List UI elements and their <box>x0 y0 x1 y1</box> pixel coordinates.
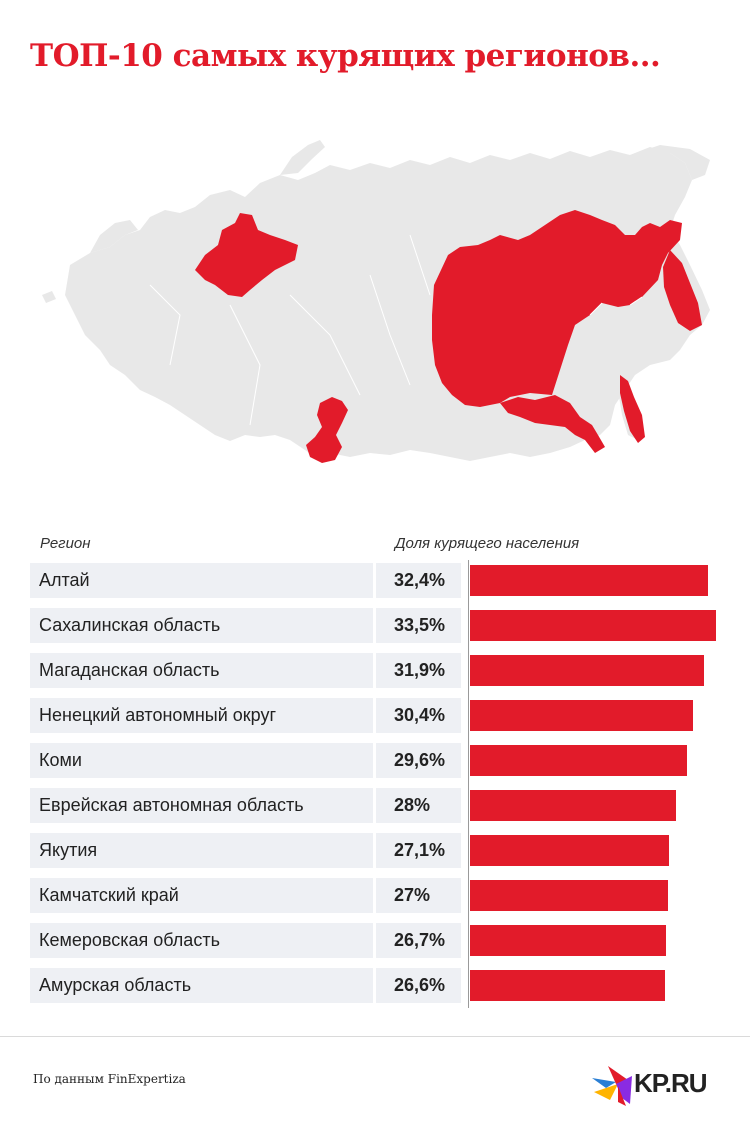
bar <box>470 610 716 641</box>
source-note: По данным FinExpertiza <box>33 1072 186 1086</box>
bar <box>470 925 666 956</box>
region-name: Еврейская автономная область <box>30 788 373 823</box>
bar-track <box>466 788 718 823</box>
kp-bird-icon <box>592 1066 632 1106</box>
share-value: 33,5% <box>376 608 461 643</box>
bar-track <box>466 653 718 688</box>
bar-baseline <box>468 560 469 1008</box>
bar-track <box>466 563 718 598</box>
share-value: 29,6% <box>376 743 461 778</box>
map-region-sakhalin <box>620 375 645 443</box>
region-name: Алтай <box>30 563 373 598</box>
table-row: Магаданская область 31,9% <box>30 648 730 693</box>
kp-logo: KP.RU <box>588 1058 728 1110</box>
share-value: 28% <box>376 788 461 823</box>
region-name: Магаданская область <box>30 653 373 688</box>
bar <box>470 790 676 821</box>
bar <box>470 655 704 686</box>
table-row: Кемеровская область 26,7% <box>30 918 730 963</box>
bar <box>470 700 693 731</box>
table-row: Еврейская автономная область 28% <box>30 783 730 828</box>
table-row: Сахалинская область 33,5% <box>30 603 730 648</box>
bar-track <box>466 878 718 913</box>
region-name: Ненецкий автономный округ <box>30 698 373 733</box>
share-value: 27,1% <box>376 833 461 868</box>
page-title: ТОП-10 самых курящих регионов... <box>30 38 661 74</box>
bar-track <box>466 923 718 958</box>
region-name: Амурская область <box>30 968 373 1003</box>
bar <box>470 835 669 866</box>
table-row: Коми 29,6% <box>30 738 730 783</box>
region-name: Коми <box>30 743 373 778</box>
region-name: Камчатский край <box>30 878 373 913</box>
bar-track <box>466 968 718 1003</box>
map-region-altai-kemerovo <box>306 397 348 463</box>
bar-chart-rows: Алтай 32,4% Сахалинская область 33,5% Магада… <box>30 558 730 1008</box>
column-header-share: Доля курящего населения <box>395 535 580 552</box>
map-base-kola <box>90 220 138 253</box>
bar <box>470 880 668 911</box>
bar-track <box>466 608 718 643</box>
map-base-novaya-zemlya <box>280 140 325 175</box>
bar <box>470 745 687 776</box>
region-name: Кемеровская область <box>30 923 373 958</box>
map-region-yakutia-magadan-kamchatka <box>432 210 682 407</box>
share-value: 26,6% <box>376 968 461 1003</box>
kp-logo-text: KP.RU <box>634 1068 708 1098</box>
map-base-kaliningrad <box>42 291 56 303</box>
share-value: 26,7% <box>376 923 461 958</box>
bar <box>470 565 708 596</box>
table-row: Алтай 32,4% <box>30 558 730 603</box>
share-value: 32,4% <box>376 563 461 598</box>
bar-track <box>466 698 718 733</box>
region-name: Якутия <box>30 833 373 868</box>
footer-divider <box>0 1036 750 1037</box>
table-row: Амурская область 26,6% <box>30 963 730 1008</box>
share-value: 31,9% <box>376 653 461 688</box>
bar-track <box>466 833 718 868</box>
share-value: 30,4% <box>376 698 461 733</box>
bar-track <box>466 743 718 778</box>
bar <box>470 970 665 1001</box>
table-row: Камчатский край 27% <box>30 873 730 918</box>
table-row: Ненецкий автономный округ 30,4% <box>30 693 730 738</box>
map-borders <box>149 234 643 426</box>
russia-map <box>42 140 710 463</box>
region-name: Сахалинская область <box>30 608 373 643</box>
column-header-region: Регион <box>40 535 91 552</box>
map-region-amur-jewish <box>500 395 605 453</box>
table-row: Якутия 27,1% <box>30 828 730 873</box>
map-base-chukotka <box>630 145 710 180</box>
map-region-komi-nenets <box>195 213 298 297</box>
share-value: 27% <box>376 878 461 913</box>
map-region-kamchatka <box>663 250 702 331</box>
